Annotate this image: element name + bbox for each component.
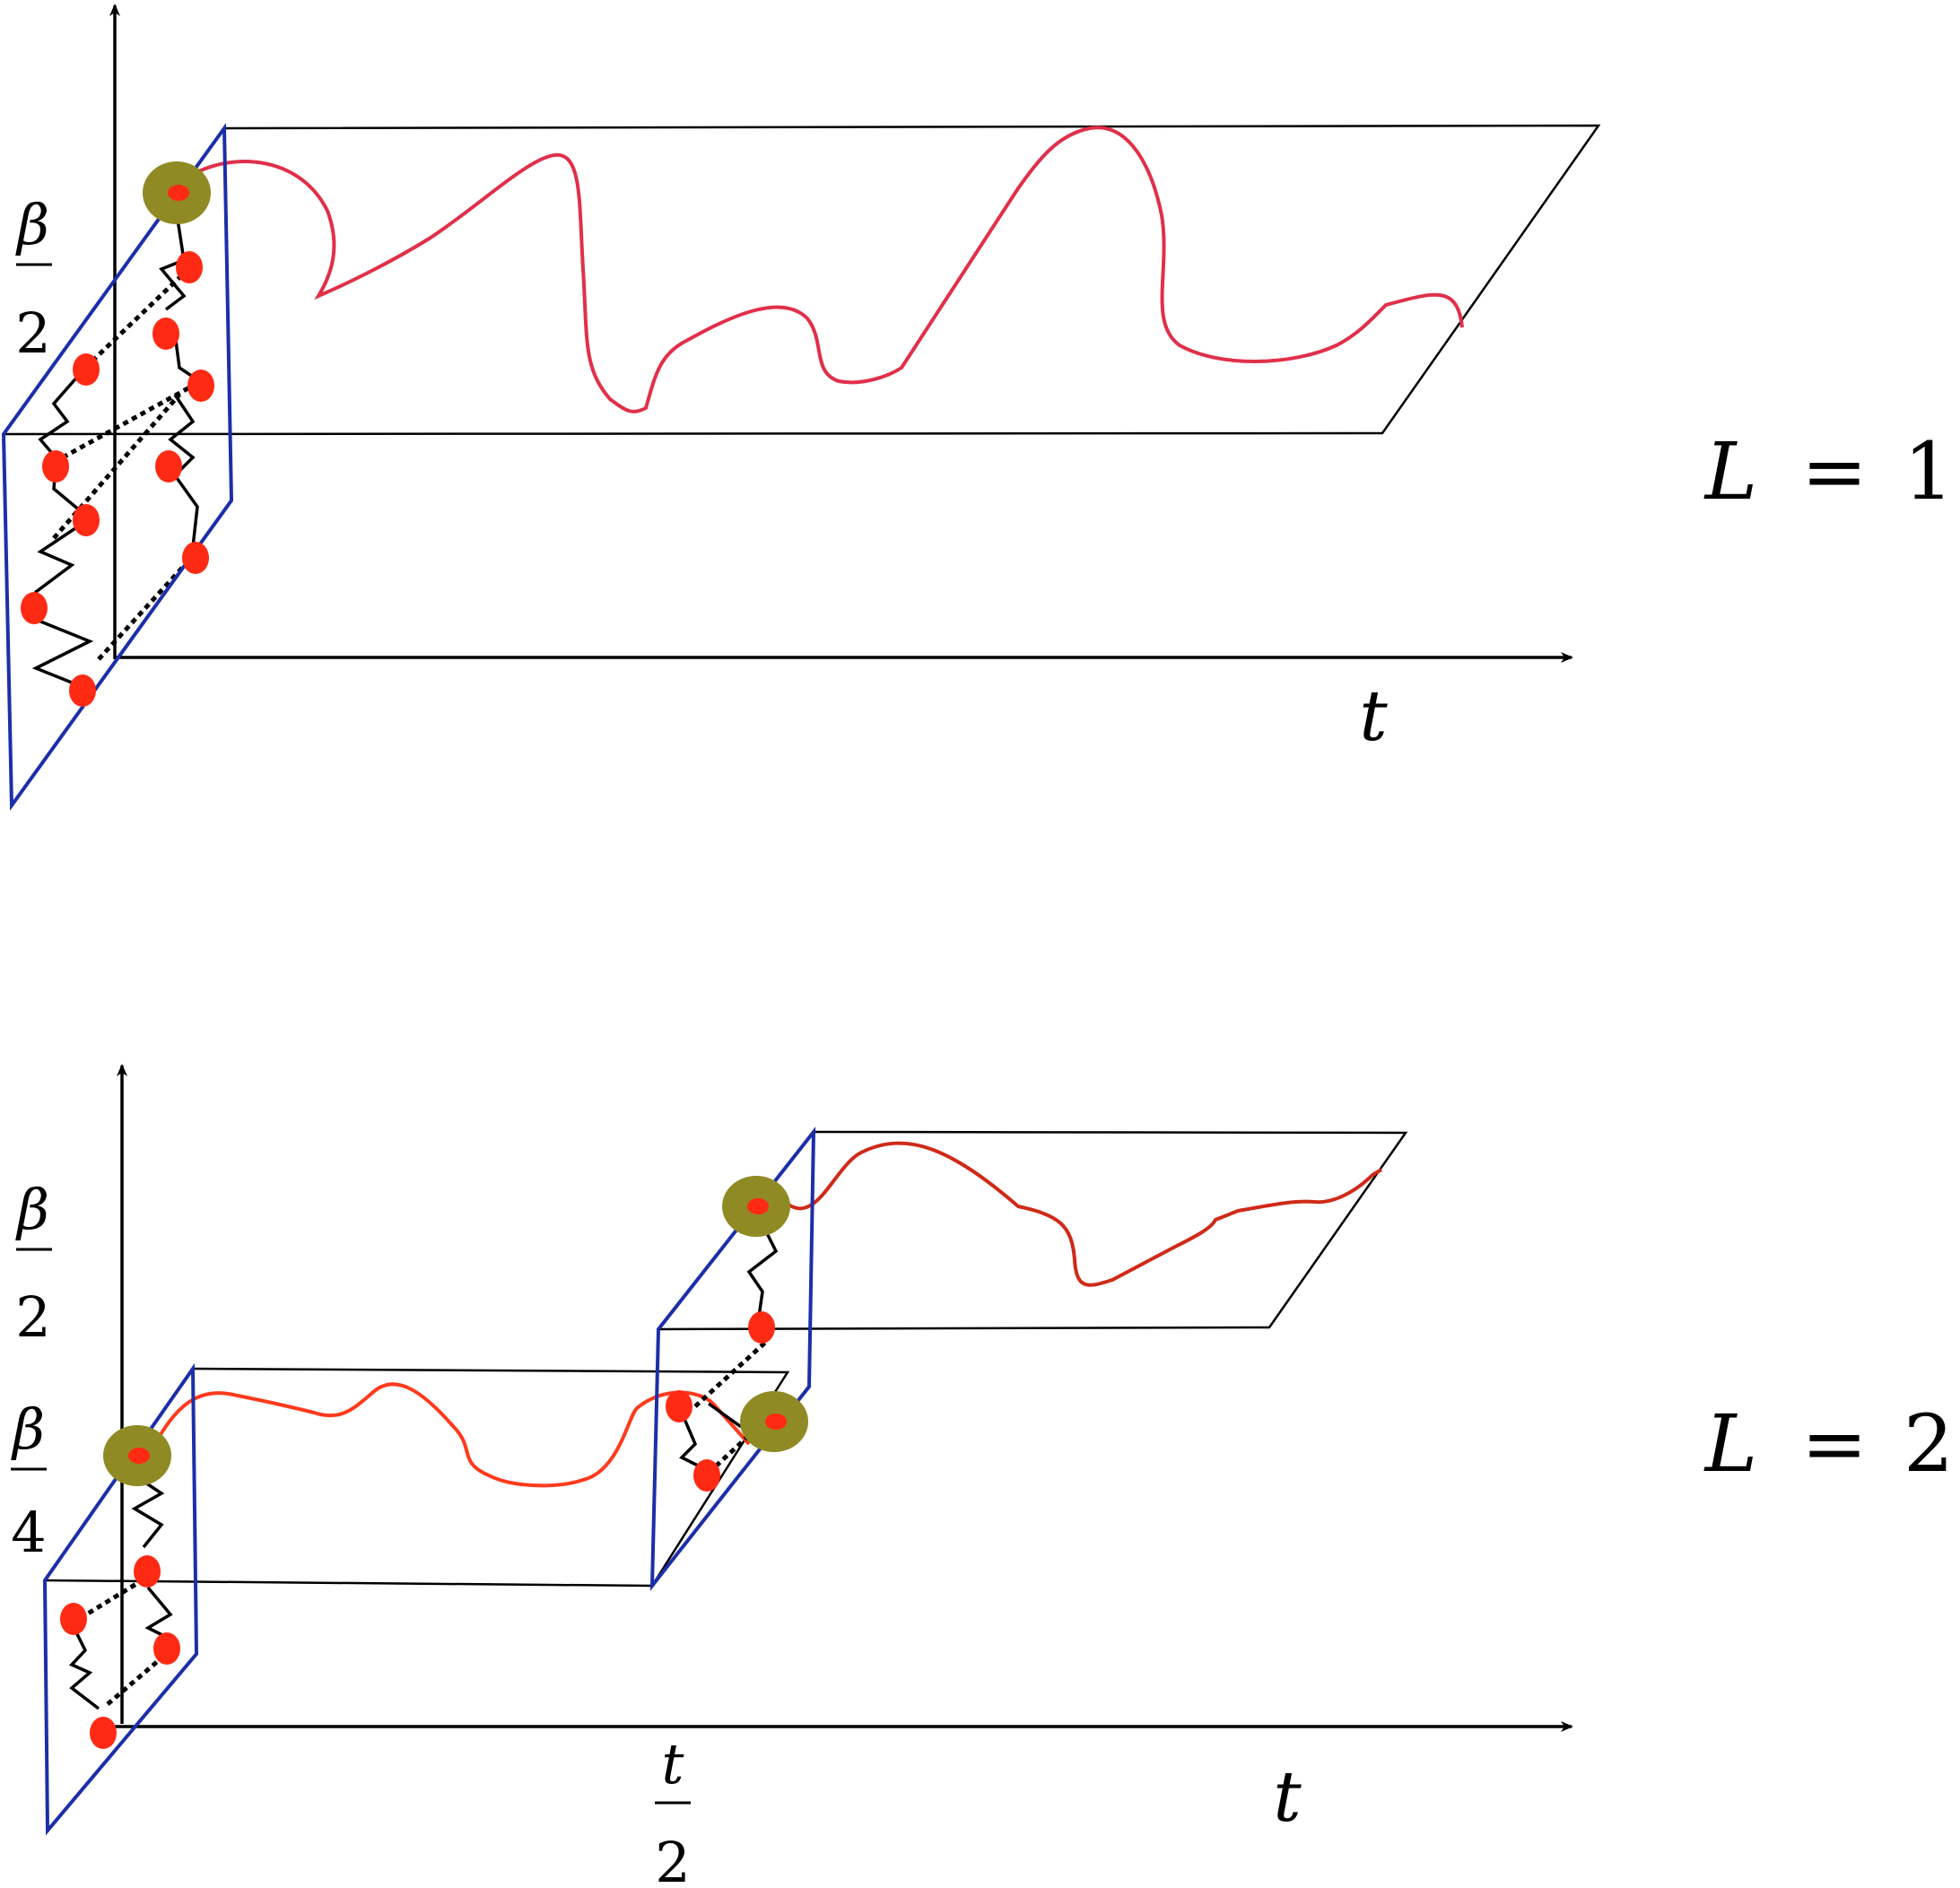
time-slab-outline [3,124,1601,436]
beta-half-label-top: β 2 [15,192,52,366]
anchor-point-1 [103,1425,171,1486]
slice-boundary-2 [649,1127,816,1591]
beta-quarter-label: β 4 [11,1396,47,1565]
beta-half-num: β [15,192,49,257]
spring-links [69,1205,779,1710]
beads [21,251,214,707]
beta-half-label-bottom: β 2 [15,1177,52,1350]
trajectory-curve [178,126,1464,413]
slice-boundary-1 [42,1362,199,1836]
beta-half-den: 2 [15,300,50,366]
beta-quarter-den: 4 [11,1500,46,1565]
tag-L2: L = 2 [1703,1397,1954,1490]
trajectory-curve-1 [146,1382,751,1488]
t-half-label: t 2 [655,1731,691,1888]
tag-val: 2 [1903,1397,1954,1490]
tag-eq: = [1801,425,1868,518]
tag-val: 1 [1903,425,1954,518]
tag-var: L [1703,1397,1757,1490]
anchor-point [143,161,211,224]
time-slab-2-outline [658,1130,1408,1331]
time-axis-label-top: t [1359,676,1388,757]
beta-half-den: 2 [15,1284,50,1350]
tag-var: L [1703,425,1757,518]
trajectory-curve-2 [783,1141,1383,1287]
tag-L1: L = 1 [1703,425,1954,518]
slice-boundary [1,122,234,812]
anchor-point-2 [722,1176,790,1237]
anchor-point-3 [740,1391,808,1452]
time-axis-label-bottom: t [1273,1757,1302,1838]
beta-half-num: β [15,1177,49,1242]
beta-quarter-num: β [11,1396,45,1462]
tag-eq: = [1801,1397,1868,1490]
t-half-den: 2 [655,1830,690,1888]
panel-top: β 2 t L = 1 [1,4,1954,812]
beads [60,1311,775,1749]
t-half-num: t [662,1731,684,1797]
panel-bottom: β 2 β 4 t 2 t L = 2 [11,1064,1954,1888]
